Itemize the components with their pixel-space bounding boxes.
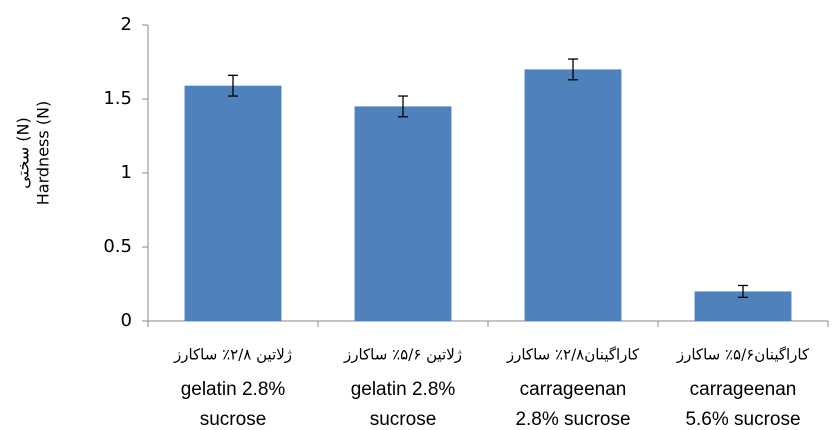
y-tick-label: 1 — [121, 162, 132, 183]
bar — [354, 106, 452, 322]
x-tick-label: carrageenan — [520, 379, 627, 400]
error-bar — [738, 284, 748, 298]
x-tick-label: sucrose — [370, 409, 437, 430]
y-axis-label: Hardness (N) — [34, 101, 53, 205]
error-bar — [228, 74, 238, 97]
y-axis-label: سختی (N) — [14, 117, 33, 188]
x-tick-label: 2.8% sucrose — [515, 409, 630, 430]
y-tick-label: 1.5 — [103, 88, 132, 109]
error-bar — [568, 58, 578, 81]
error-bar — [398, 95, 408, 118]
x-tick-label: کاراگینان۵/۶٪ ساکارز — [676, 346, 810, 364]
x-tick-label: 5.6% sucrose — [685, 409, 800, 430]
y-tick-label: 2 — [121, 14, 132, 35]
bar — [524, 69, 622, 322]
x-tick-label: gelatin 2.8% — [351, 379, 456, 400]
y-tick-label: 0.5 — [103, 236, 132, 257]
x-tick-label: ژلاتین ۵/۶٪ ساکارز — [343, 346, 462, 364]
bar — [184, 85, 282, 322]
y-tick-label: 0 — [121, 310, 132, 331]
x-tick-label: gelatin 2.8% — [181, 379, 286, 400]
x-tick-label: sucrose — [200, 409, 267, 430]
x-tick-label: کاراگینان۲/۸٪ ساکارز — [506, 346, 640, 364]
x-tick-label: ژلاتین ۲/۸٪ ساکارز — [173, 346, 292, 364]
x-tick-label: carrageenan — [690, 379, 797, 400]
